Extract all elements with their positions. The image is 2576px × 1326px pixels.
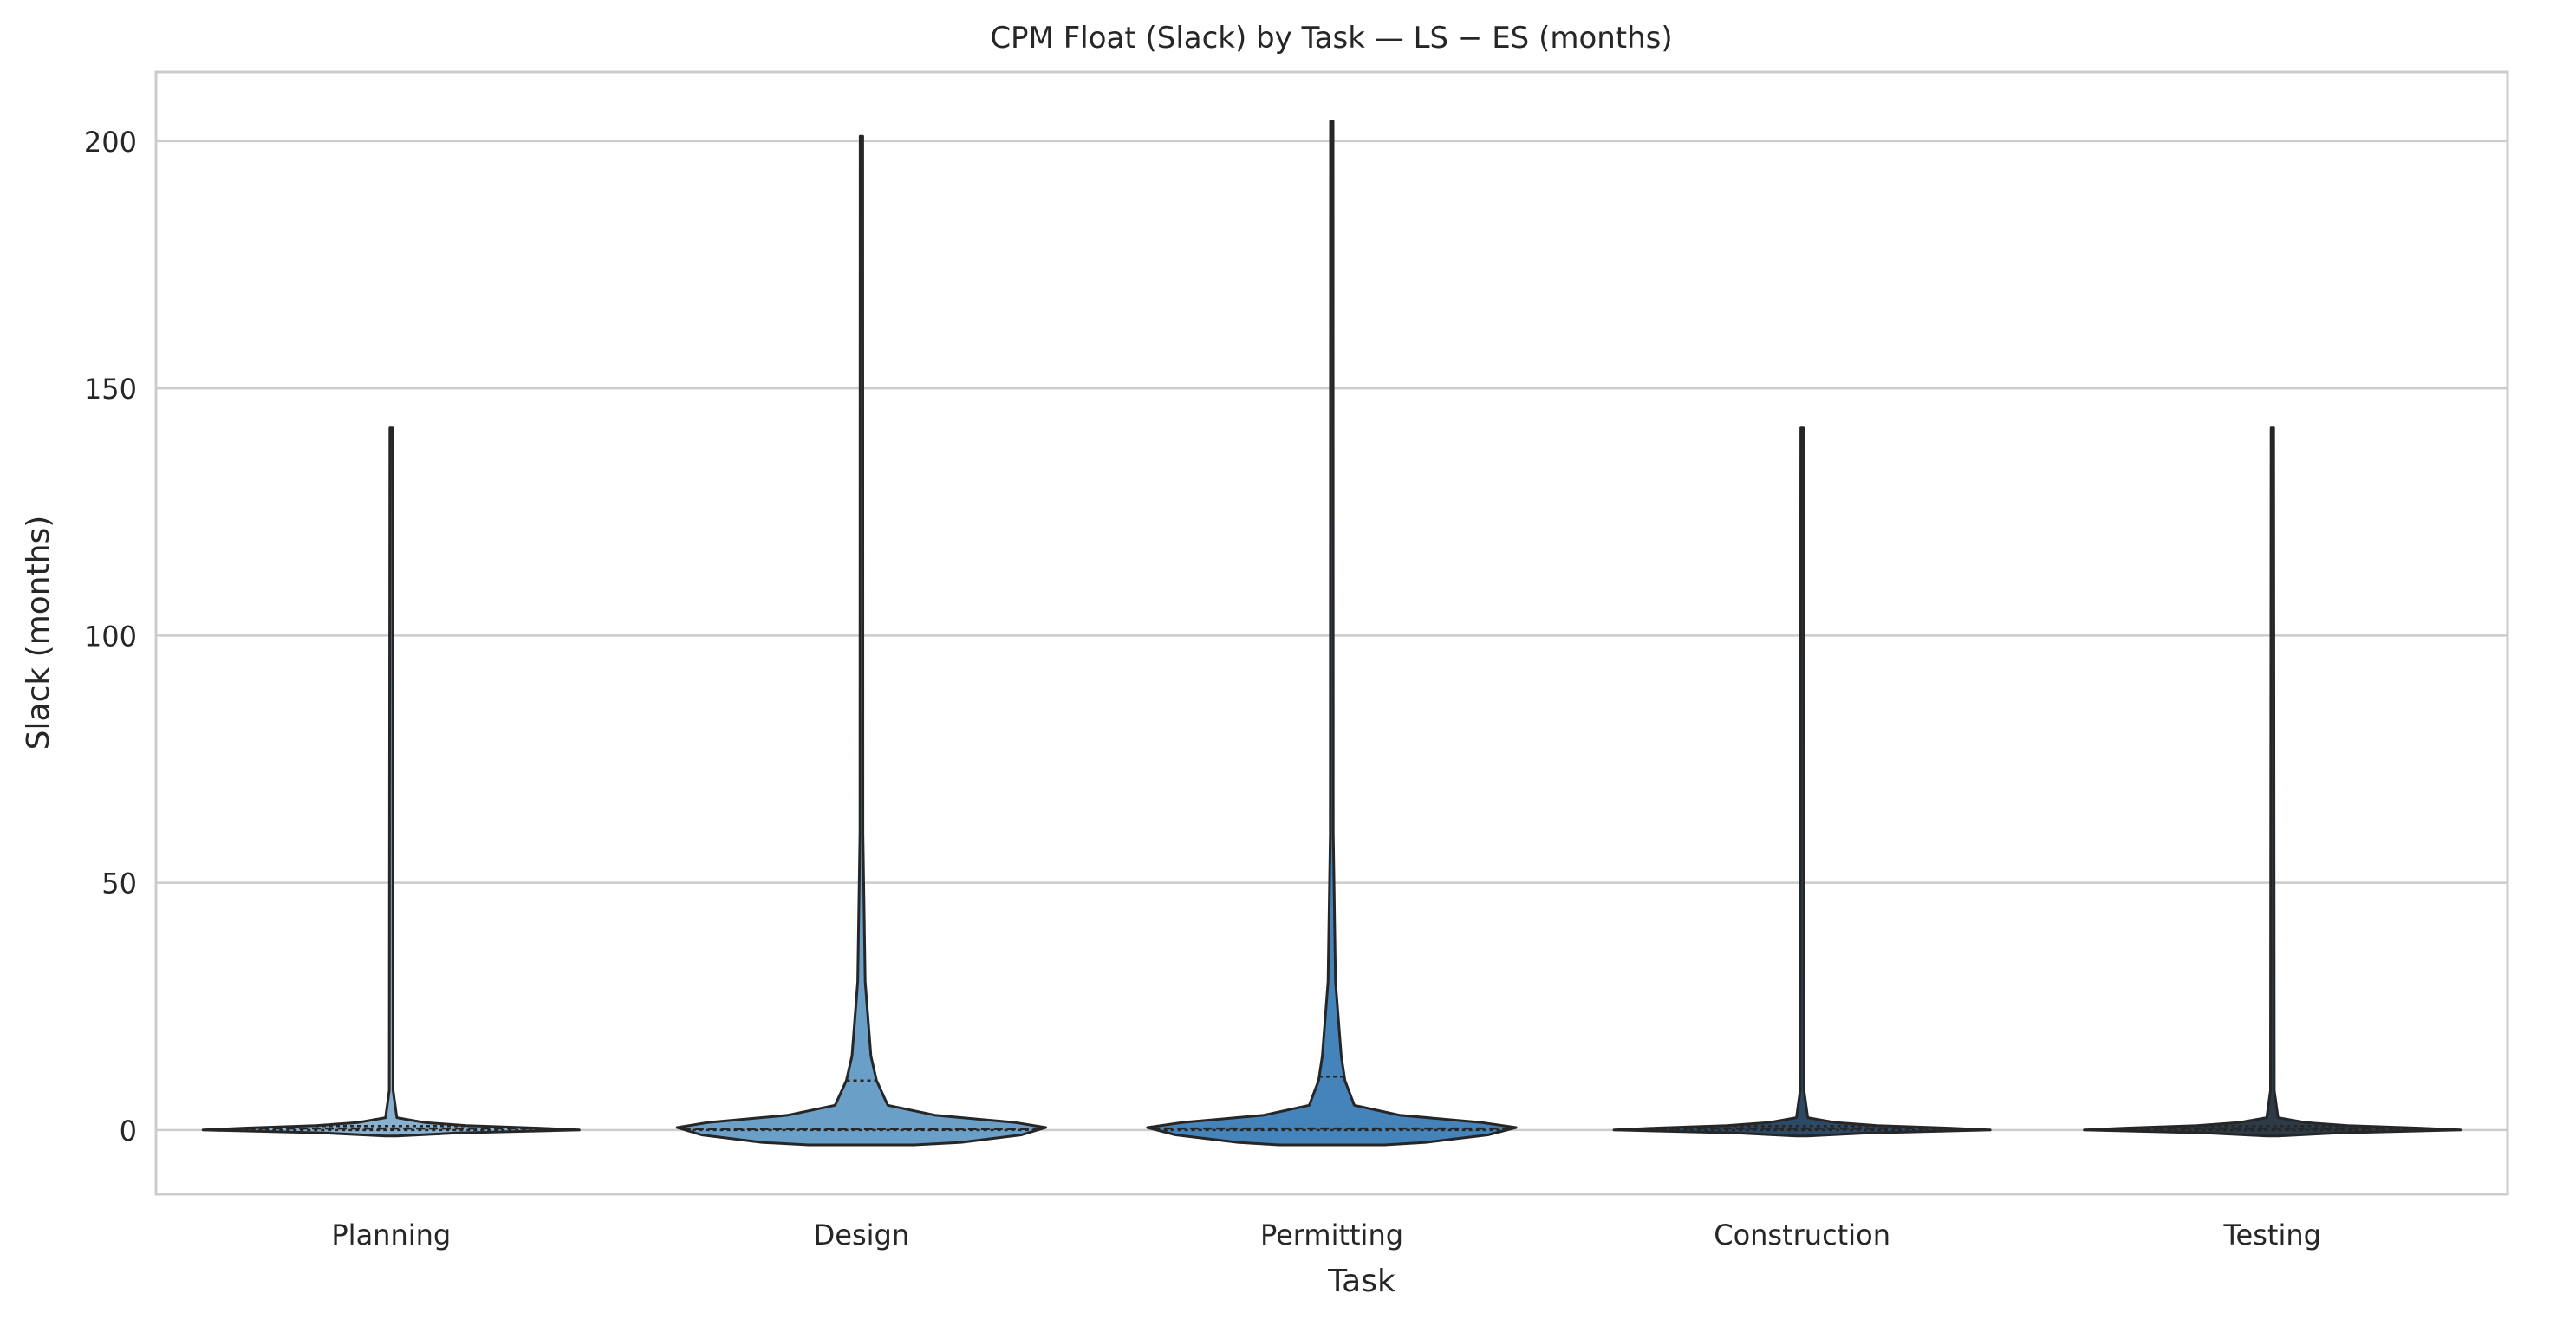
x-tick-label-testing: Testing: [2222, 1219, 2321, 1251]
y-tick-label-200: 200: [84, 126, 137, 159]
violin-planning: [201, 426, 581, 1138]
y-tick-label-0: 0: [120, 1115, 137, 1147]
violin-design: [675, 134, 1048, 1147]
x-tick-label-planning: Planning: [331, 1219, 451, 1251]
violin-body-permitting: [1146, 120, 1518, 1147]
x-tick-label-permitting: Permitting: [1260, 1219, 1403, 1251]
y-tick-label-100: 100: [84, 620, 137, 653]
plot-frame: [154, 70, 2509, 1196]
violin-construction: [1612, 426, 1992, 1138]
y-tick-label-50: 50: [101, 868, 137, 900]
chart-title: CPM Float (Slack) by Task — LS − ES (mon…: [990, 21, 1672, 55]
y-tick-label-150: 150: [84, 373, 137, 406]
violin-permitting: [1146, 120, 1518, 1147]
x-tick-label-design: Design: [814, 1219, 909, 1251]
y-axis-label: Slack (months): [21, 516, 56, 751]
violin-testing: [2083, 426, 2462, 1138]
y-tick-labels: 0 50 100 150 200: [84, 126, 137, 1147]
x-axis-label: Task: [1327, 1264, 1395, 1299]
x-tick-labels: Planning Design Permitting Construction Test…: [331, 1219, 2321, 1251]
violins: [201, 120, 2462, 1147]
x-tick-label-construction: Construction: [1714, 1219, 1890, 1251]
violin-body-design: [675, 134, 1048, 1147]
